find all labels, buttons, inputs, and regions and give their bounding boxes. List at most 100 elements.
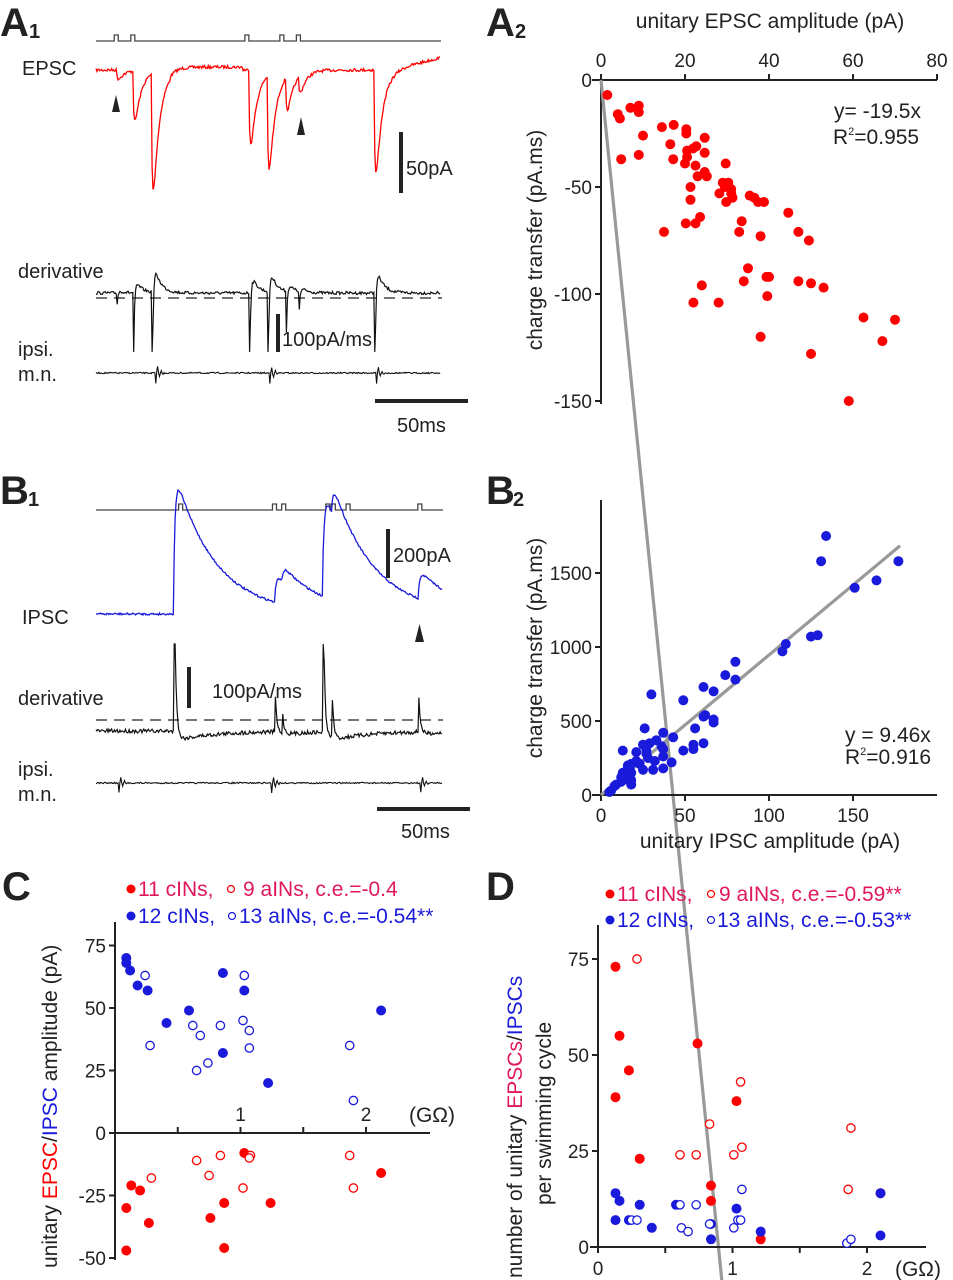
x-axis-label: (GΩ) <box>409 1104 455 1127</box>
data-point <box>625 102 636 113</box>
data-point <box>720 158 731 169</box>
data-point <box>238 1015 248 1026</box>
r2-prefix: R <box>845 746 860 769</box>
data-point <box>614 1030 625 1041</box>
data-point <box>704 1219 715 1229</box>
r2-superscript: 2 <box>848 126 854 138</box>
x-tick-label: 1 <box>727 1259 738 1280</box>
legend-marker-open-red <box>226 884 236 894</box>
data-point <box>846 1123 856 1133</box>
data-point <box>803 235 814 246</box>
data-point <box>602 90 613 100</box>
y-tick-label: 0 <box>95 1124 106 1145</box>
data-point <box>698 738 709 749</box>
chart-axes: 0 1 2 0 25 50 75 (GΩ) <box>568 925 941 1280</box>
data-point <box>140 970 150 981</box>
data-point <box>610 1092 621 1103</box>
x-tick-label: 50 <box>674 806 695 827</box>
panel-b1: B 1 IPSC 200pA derivative 100pA/ms ipsi.… <box>0 469 470 843</box>
legend-marker-filled-blue <box>126 911 136 921</box>
data-point <box>191 1065 202 1076</box>
data-point <box>755 231 766 242</box>
data-point <box>737 1184 747 1195</box>
fit-line <box>599 79 724 1280</box>
panel-sublabel-b2: 2 <box>513 489 524 511</box>
data-point <box>632 1215 642 1225</box>
y-tick-label: 0 <box>581 71 592 92</box>
data-point <box>239 970 250 981</box>
panel-label-d: D <box>486 865 515 909</box>
data-point <box>688 297 699 308</box>
data-point <box>877 336 888 347</box>
data-point <box>730 656 741 667</box>
scalebar-derivative-label: 100pA/ms <box>282 329 372 351</box>
data-point <box>682 152 693 162</box>
panel-sublabel-b1: 1 <box>28 489 39 511</box>
y-tick-label: 25 <box>568 1142 589 1163</box>
data-point <box>217 968 228 978</box>
y-axis-label-line2: per swimming cycle <box>533 1022 556 1205</box>
data-point <box>678 695 689 706</box>
y-tick-label: -50 <box>565 178 592 199</box>
trace-label-derivative: derivative <box>18 688 104 710</box>
data-point <box>626 767 637 778</box>
legend-blue-filled-text: 12 cINs, <box>617 909 694 932</box>
arrowhead-marker <box>112 95 120 112</box>
scalebar-amplitude-label: 50pA <box>406 158 453 180</box>
y-tick-label: -150 <box>554 392 592 413</box>
x-axis-label: unitary IPSC amplitude (pA) <box>640 830 900 853</box>
data-point <box>195 1030 206 1041</box>
x-tick-label: 0 <box>596 51 607 72</box>
data-point <box>890 314 900 325</box>
x-tick-label: 150 <box>837 806 869 827</box>
data-point <box>696 280 707 291</box>
x-tick-label: 2 <box>862 1259 873 1280</box>
data-point <box>142 985 153 996</box>
data-point <box>215 1020 226 1031</box>
data-point <box>755 1234 766 1245</box>
data-point <box>668 119 679 130</box>
data-point <box>730 674 741 685</box>
data-point <box>706 1195 716 1206</box>
data-point <box>610 1188 621 1199</box>
y-tick-label: 50 <box>568 1046 589 1067</box>
chart-marks <box>599 531 904 797</box>
data-point <box>680 218 691 229</box>
data-point <box>691 141 702 152</box>
data-point <box>875 1188 886 1199</box>
panel-a1: A 1 EPSC 50pA derivative 100pA/ms ipsi. … <box>0 1 468 437</box>
data-point <box>656 122 667 133</box>
data-point <box>633 107 644 118</box>
panel-sublabel-a1: 1 <box>29 21 40 43</box>
scalebar-amplitude-label: 200pA <box>393 545 451 567</box>
data-point <box>731 1203 742 1214</box>
data-point <box>614 1195 625 1206</box>
data-point <box>700 710 711 721</box>
ylabel-part: unitary <box>39 1199 62 1268</box>
y-tick-label: 1000 <box>550 638 592 659</box>
r2-prefix: R <box>833 126 848 149</box>
chart-axes: 0 20 40 60 80 0 -50 -100 -150 unitary EPSC amplit… <box>524 10 948 413</box>
data-point <box>755 1226 766 1237</box>
data-point <box>626 779 637 790</box>
data-point <box>205 1213 216 1223</box>
data-point <box>812 630 823 641</box>
trace-label-mn-line1: ipsi. <box>18 759 54 781</box>
trace-label-mn-line2: m.n. <box>18 364 57 386</box>
data-point <box>617 745 628 756</box>
data-point <box>706 1234 716 1245</box>
data-point <box>126 1180 137 1191</box>
scalebar-time-label: 50ms <box>397 415 446 437</box>
data-point <box>648 764 659 775</box>
stimulus-trace <box>96 34 441 42</box>
y-tick-label: 500 <box>560 712 592 733</box>
data-point <box>658 744 669 755</box>
data-point <box>708 714 719 725</box>
data-point <box>858 312 869 323</box>
y-tick-label: -100 <box>554 285 592 306</box>
data-point <box>203 1058 213 1068</box>
y-axis-label: charge transfer (pA.ms) <box>524 130 547 351</box>
r2-value: =0.916 <box>866 746 931 769</box>
y-tick-label: 1500 <box>550 564 592 585</box>
